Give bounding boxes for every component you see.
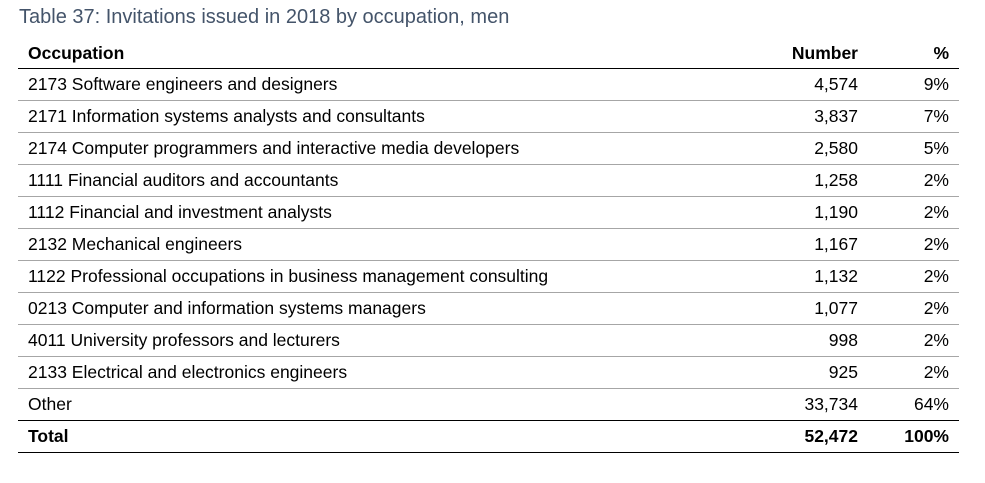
table-body: 2173 Software engineers and designers 4,… [18,68,959,453]
table-row: 1112 Financial and investment analysts 1… [18,196,959,229]
cell-percent: 2% [868,164,959,197]
other-row: Other 33,734 64% [18,388,959,421]
cell-occupation: 2171 Information systems analysts and co… [18,100,686,133]
header-number: Number [686,38,868,69]
table-row: 2174 Computer programmers and interactiv… [18,132,959,165]
total-number: 52,472 [686,420,868,453]
total-percent: 100% [868,420,959,453]
header-row: Occupation Number % [18,38,959,69]
cell-occupation: 2132 Mechanical engineers [18,228,686,261]
cell-occupation: 2133 Electrical and electronics engineer… [18,356,686,389]
table-row: 1111 Financial auditors and accountants … [18,164,959,197]
cell-percent: 9% [868,68,959,101]
cell-number: 3,837 [686,100,868,133]
header-percent: % [868,38,959,69]
table-caption: Table 37: Invitations issued in 2018 by … [19,6,510,28]
cell-percent: 2% [868,324,959,357]
cell-number: 1,167 [686,228,868,261]
cell-number: 1,258 [686,164,868,197]
table-row: 2132 Mechanical engineers 1,167 2% [18,228,959,261]
cell-number: 925 [686,356,868,389]
cell-occupation: 2174 Computer programmers and interactiv… [18,132,686,165]
cell-number: 1,190 [686,196,868,229]
cell-percent: 7% [868,100,959,133]
cell-number: 998 [686,324,868,357]
total-row: Total 52,472 100% [18,420,959,453]
cell-number: 33,734 [686,388,868,421]
cell-percent: 2% [868,292,959,325]
cell-number: 1,077 [686,292,868,325]
cell-percent: 2% [868,260,959,293]
cell-number: 2,580 [686,132,868,165]
table-row: 2133 Electrical and electronics engineer… [18,356,959,389]
cell-occupation: Other [18,388,686,421]
cell-occupation: 0213 Computer and information systems ma… [18,292,686,325]
table-row: 2173 Software engineers and designers 4,… [18,68,959,101]
table-row: 1122 Professional occupations in busines… [18,260,959,293]
cell-occupation: 4011 University professors and lecturers [18,324,686,357]
cell-percent: 2% [868,196,959,229]
total-label: Total [18,420,686,453]
cell-number: 1,132 [686,260,868,293]
table-row: 4011 University professors and lecturers… [18,324,959,357]
table-row: 0213 Computer and information systems ma… [18,292,959,325]
cell-number: 4,574 [686,68,868,101]
cell-occupation: 2173 Software engineers and designers [18,68,686,101]
cell-percent: 2% [868,228,959,261]
table-header: Occupation Number % [18,38,959,69]
table-row: 2171 Information systems analysts and co… [18,100,959,133]
header-occupation: Occupation [18,38,686,69]
cell-percent: 5% [868,132,959,165]
cell-percent: 64% [868,388,959,421]
cell-occupation: 1111 Financial auditors and accountants [18,164,686,197]
occupation-table: Occupation Number % 2173 Software engine… [18,38,959,453]
cell-occupation: 1122 Professional occupations in busines… [18,260,686,293]
cell-percent: 2% [868,356,959,389]
cell-occupation: 1112 Financial and investment analysts [18,196,686,229]
